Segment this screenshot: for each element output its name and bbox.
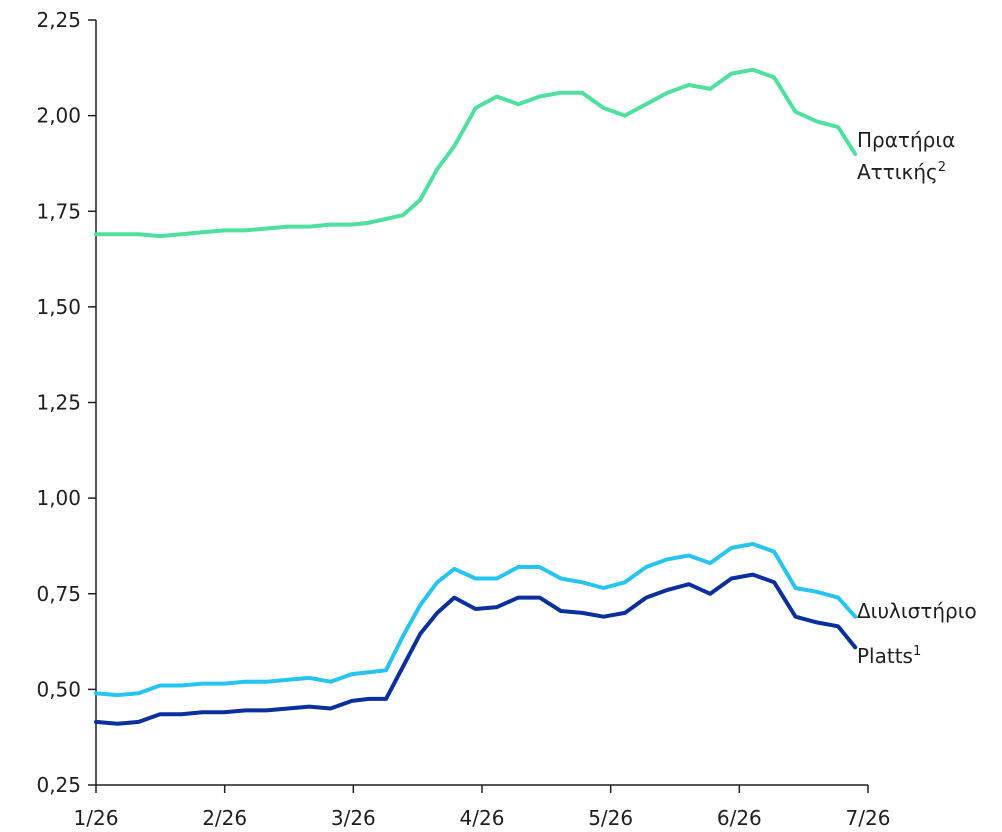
y-tick-label: 2,00	[36, 104, 81, 128]
series-line-0	[94, 67, 858, 239]
y-tick-label: 1,25	[36, 391, 81, 415]
y-tick-label: 1,75	[36, 199, 81, 223]
series-label-0-line1: Πρατήρια	[857, 128, 955, 152]
series-line-2	[94, 572, 858, 726]
series-labels: Πρατήρια Αττικής2 Διυλιστήριο Platts1	[857, 128, 977, 668]
x-tick-label: 2/26	[202, 806, 247, 830]
series-line-1	[94, 542, 858, 698]
x-tick-label: 7/26	[846, 806, 891, 830]
y-tick-label: 1,00	[36, 486, 81, 510]
x-tick-label: 6/26	[717, 806, 762, 830]
footnote-superscript: 1	[913, 644, 921, 659]
x-tick-label: 4/26	[460, 806, 505, 830]
footnote-superscript: 2	[938, 160, 946, 175]
x-tick-label: 5/26	[588, 806, 633, 830]
x-tick-label: 3/26	[331, 806, 376, 830]
y-tick-label: 0,75	[36, 582, 81, 606]
series-label-1: Διυλιστήριο	[857, 599, 977, 623]
y-tick-label: 1,50	[36, 295, 81, 319]
y-tick-label: 2,25	[36, 8, 81, 32]
series-label-2: Platts1	[857, 644, 921, 668]
x-tick-label: 1/26	[74, 806, 119, 830]
series-lines	[94, 67, 858, 726]
y-tick-label: 0,25	[36, 773, 81, 797]
axes: 0,25 0,50 0,75 1,00 1,25 1,50 1,75 2,00 2,25 1/26…	[36, 8, 890, 830]
series-label-0-line2: Αττικής2	[857, 160, 946, 184]
y-tick-label: 0,50	[36, 677, 81, 701]
